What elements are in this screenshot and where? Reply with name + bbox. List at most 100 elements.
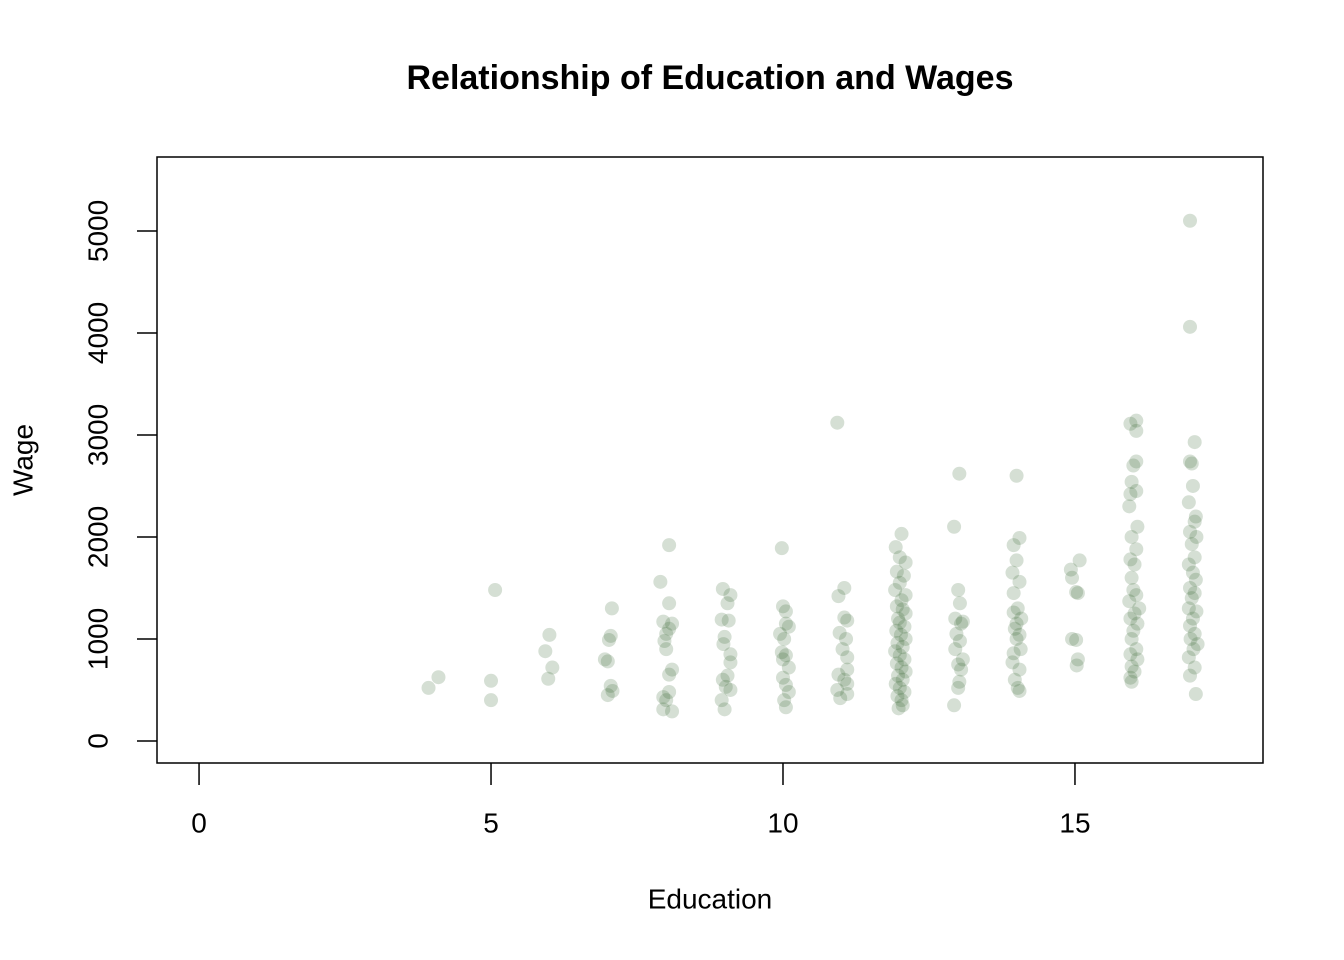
point [897, 652, 912, 667]
point [717, 629, 732, 644]
point [889, 656, 904, 671]
point [891, 611, 906, 626]
point [657, 634, 672, 649]
point [1129, 454, 1144, 469]
point [1005, 655, 1020, 670]
y-tick-label: 2000 [82, 506, 113, 568]
point [837, 672, 852, 687]
point [720, 596, 735, 611]
point [1123, 487, 1138, 502]
point [778, 700, 793, 715]
point [1127, 557, 1142, 572]
point [659, 626, 674, 641]
point [893, 627, 908, 642]
point [892, 680, 907, 695]
point [1188, 509, 1203, 524]
point [895, 672, 910, 687]
point [951, 657, 966, 672]
point [1006, 646, 1021, 661]
point [1069, 632, 1084, 647]
point [653, 574, 668, 589]
point [662, 685, 677, 700]
point [1012, 627, 1027, 642]
point [1190, 637, 1205, 652]
point [723, 647, 738, 662]
point [947, 519, 962, 534]
point [665, 616, 680, 631]
point [1183, 319, 1198, 334]
point [894, 593, 909, 608]
point [894, 693, 909, 708]
point [951, 583, 966, 598]
point [897, 619, 912, 634]
point [1070, 586, 1085, 601]
x-tick-label: 15 [1059, 807, 1090, 838]
point [894, 526, 909, 541]
point [835, 642, 850, 657]
point [1012, 683, 1027, 698]
point [1130, 519, 1145, 534]
point [1181, 650, 1196, 665]
point [775, 652, 790, 667]
point [662, 538, 677, 553]
point [777, 631, 792, 646]
point [894, 660, 909, 675]
point [1123, 611, 1138, 626]
point [1129, 542, 1144, 557]
point [898, 588, 913, 603]
point [892, 575, 907, 590]
point [1065, 631, 1080, 646]
point [839, 631, 854, 646]
point [1183, 668, 1198, 683]
point [1123, 552, 1138, 567]
point [830, 415, 845, 430]
point [1185, 478, 1200, 493]
point [484, 693, 499, 708]
point [714, 612, 729, 627]
point [891, 701, 906, 716]
point [659, 642, 674, 657]
point [892, 550, 907, 565]
point [774, 541, 789, 556]
point [1012, 574, 1027, 589]
point [1187, 626, 1202, 641]
point [1072, 553, 1087, 568]
point [1185, 565, 1200, 580]
point [1184, 456, 1199, 471]
point [955, 614, 970, 629]
chart-title: Relationship of Education and Wages [406, 59, 1013, 97]
point [1009, 468, 1024, 483]
point [954, 662, 969, 677]
point [895, 698, 910, 713]
point [720, 668, 735, 683]
point [1123, 670, 1138, 685]
point [889, 564, 904, 579]
point [1186, 642, 1201, 657]
point [1183, 213, 1198, 228]
point [840, 676, 855, 691]
point [1126, 583, 1141, 598]
point [1187, 586, 1202, 601]
point [1183, 580, 1198, 595]
point [781, 685, 796, 700]
point [896, 568, 911, 583]
point [1183, 631, 1198, 646]
point [952, 596, 967, 611]
point [1123, 647, 1138, 662]
point [1070, 652, 1085, 667]
point [1188, 687, 1203, 702]
point [1063, 562, 1078, 577]
x-axis-label: Education [648, 883, 773, 914]
point [1065, 570, 1080, 585]
point [421, 680, 436, 695]
point [723, 682, 738, 697]
point [1124, 529, 1139, 544]
point [777, 693, 792, 708]
point [1184, 591, 1199, 606]
y-tick-label: 0 [82, 733, 113, 749]
point [1009, 631, 1024, 646]
point [1123, 416, 1138, 431]
point [600, 654, 615, 669]
point [1129, 423, 1144, 438]
point [1124, 659, 1139, 674]
